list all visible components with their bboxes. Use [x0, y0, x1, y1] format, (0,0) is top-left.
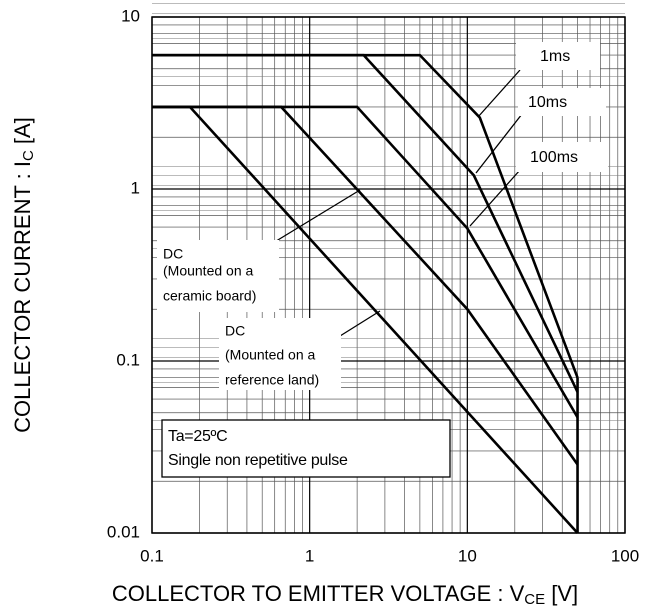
annotation-box — [219, 318, 341, 390]
annotation-text: ceramic board) — [163, 288, 256, 304]
annotation-text: (Mounted on a — [225, 347, 315, 363]
y-tick-label: 1 — [131, 178, 140, 197]
annotation-text: Ta=25ºC — [168, 428, 227, 445]
series-line — [152, 53, 579, 393]
series-line — [152, 53, 579, 379]
annotation-text: reference land) — [225, 372, 319, 388]
annotation-pointer — [267, 189, 361, 247]
x-axis-title-text: COLLECTOR TO EMITTER VOLTAGE : V — [112, 581, 525, 606]
annotation-box — [516, 42, 600, 70]
x-axis-title-sub: CE — [524, 591, 545, 608]
plot-frame — [151, 16, 626, 534]
y-axis-title-tail: [A] — [10, 117, 35, 150]
annotation-text: DC — [225, 323, 245, 339]
annotation-pointer — [469, 169, 521, 227]
annotation-text: 100ms — [530, 149, 578, 166]
annotation-box — [157, 240, 279, 312]
annotation-box — [161, 419, 451, 478]
y-tick-label: 0.1 — [116, 350, 140, 369]
annotation-text: 1ms — [540, 48, 570, 65]
x-tick-label: 10 — [458, 546, 477, 565]
annotation-pointer — [339, 310, 381, 337]
y-axis-title-sub: C — [20, 150, 37, 161]
x-tick-label: 0.1 — [140, 546, 164, 565]
x-axis-title-tail: [V] — [545, 581, 578, 606]
y-axis-title-text: COLLECTOR CURRENT : I — [10, 161, 35, 433]
y-axis-title: COLLECTOR CURRENT : IC [A] — [10, 117, 37, 433]
annotation-text: DC — [163, 246, 183, 262]
x-tick-label: 100 — [611, 546, 639, 565]
annotation-text: (Mounted on a — [163, 263, 253, 279]
annotation-text: 10ms — [528, 94, 567, 111]
annotation-box — [516, 142, 608, 172]
x-axis-title: COLLECTOR TO EMITTER VOLTAGE : VCE [V] — [112, 581, 578, 608]
annotation-pointer — [475, 113, 523, 174]
x-tick-label: 1 — [305, 546, 314, 565]
y-tick-label: 0.01 — [107, 522, 140, 541]
series-line — [152, 105, 579, 534]
annotation-box — [518, 88, 606, 116]
series-line — [152, 105, 579, 466]
y-tick-label: 10 — [121, 6, 140, 25]
annotation-text: Single non repetitive pulse — [168, 452, 348, 469]
annotation-pointer — [477, 69, 521, 118]
